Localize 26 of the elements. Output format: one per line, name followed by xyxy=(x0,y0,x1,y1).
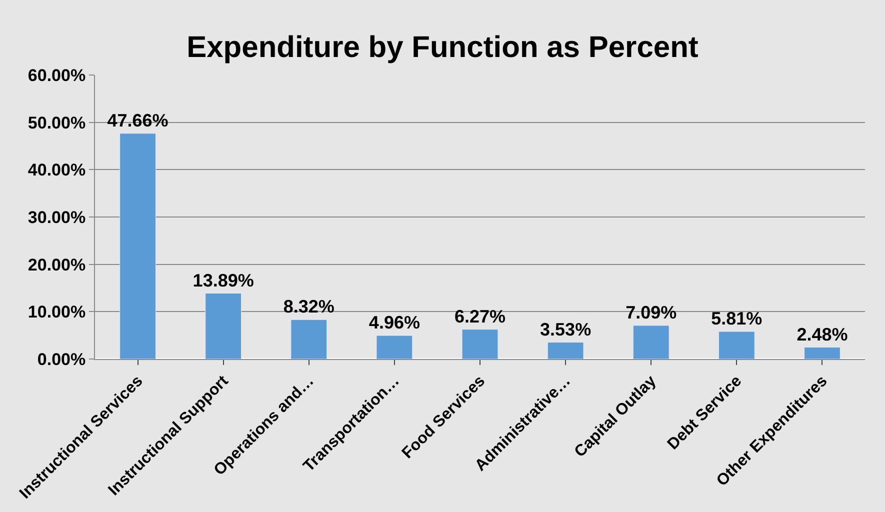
data-label: 4.96% xyxy=(368,312,420,333)
data-label: 13.89% xyxy=(192,270,254,290)
y-tick-label: 10.00% xyxy=(28,302,86,322)
bar xyxy=(547,342,584,359)
bar xyxy=(120,133,156,359)
bar xyxy=(290,319,328,359)
y-tick-label: 20.00% xyxy=(28,255,86,274)
y-tick-label: 0.00% xyxy=(37,350,86,369)
y-tick-label: 50.00% xyxy=(28,113,86,132)
bar xyxy=(376,335,413,359)
bar xyxy=(205,293,242,359)
data-label: 7.09% xyxy=(626,302,677,322)
data-label: 2.48% xyxy=(796,324,848,344)
data-label: 8.32% xyxy=(283,296,334,317)
data-label: 6.27% xyxy=(454,306,506,326)
bar xyxy=(804,347,840,359)
y-tick-label: 30.00% xyxy=(28,208,86,227)
bar xyxy=(462,329,498,359)
y-tick-label: 40.00% xyxy=(28,160,86,180)
data-label: 3.53% xyxy=(540,319,592,340)
chart-title: Expenditure by Function as Percent xyxy=(186,30,698,64)
data-label: 5.81% xyxy=(711,308,762,328)
bar xyxy=(632,325,670,359)
y-tick-label: 60.00% xyxy=(28,66,86,85)
bar xyxy=(718,331,755,359)
data-label: 47.66% xyxy=(107,110,168,130)
